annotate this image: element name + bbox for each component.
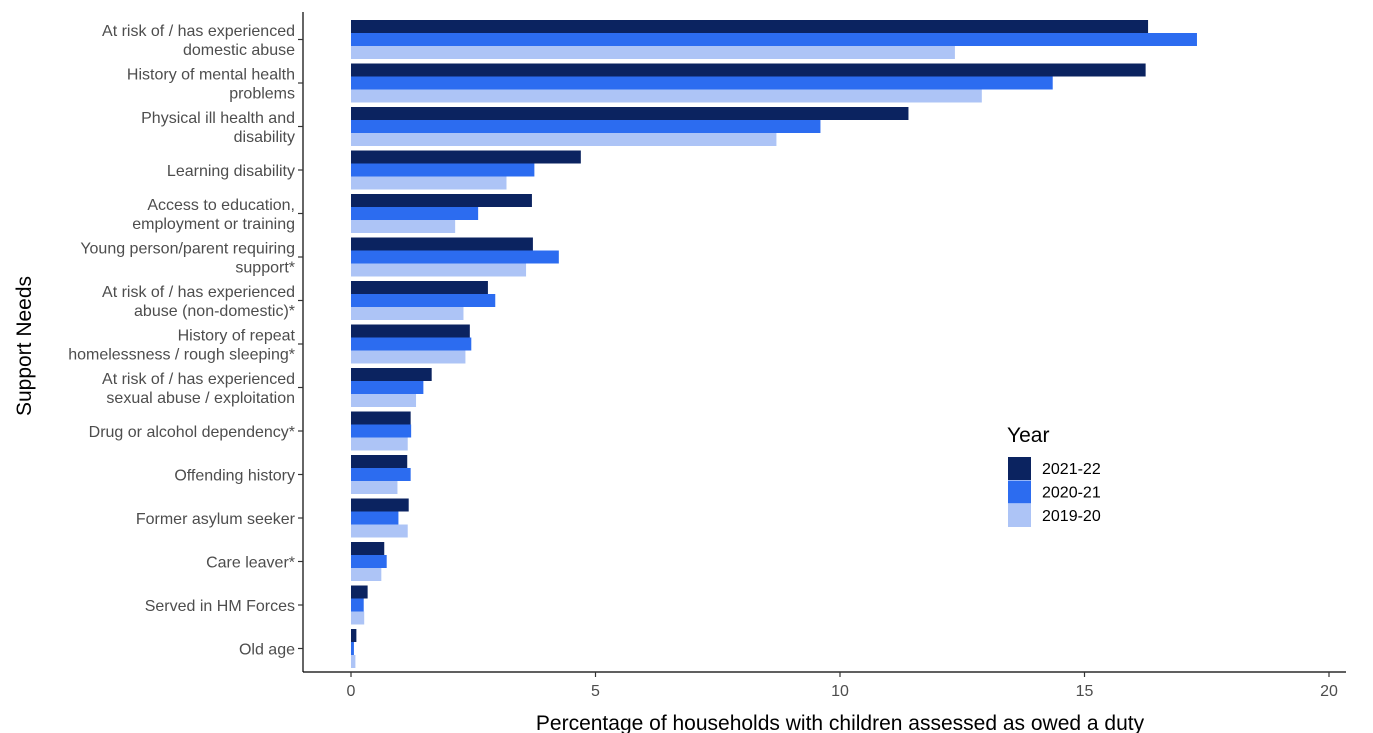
- bar-2020-21-4: [351, 207, 479, 220]
- category-label-12-0: Care leaver*: [206, 555, 295, 572]
- category-label-5-0: Young person/parent requiring: [80, 241, 295, 258]
- bar-2019-20-14: [351, 655, 356, 668]
- category-label-8-0: At risk of / has experienced: [102, 371, 295, 388]
- category-label-7-1: homelessness / rough sleeping*: [68, 347, 295, 364]
- x-tick-labels: 0 5 10 15 20: [347, 683, 1338, 700]
- bar-2021-22-8: [351, 368, 432, 381]
- bar-2019-20-2: [351, 133, 777, 146]
- bar-2020-21-13: [351, 598, 364, 612]
- bar-2019-20-9: [351, 437, 408, 451]
- bar-2019-20-6: [351, 307, 464, 320]
- bar-2021-22-10: [351, 455, 408, 468]
- category-label-2-1: disability: [234, 129, 295, 146]
- x-axis-title: Percentage of households with children a…: [536, 712, 1145, 733]
- category-labels: At risk of / has experienced domestic abu…: [68, 23, 295, 659]
- category-label-13-0: Served in HM Forces: [145, 598, 295, 615]
- bar-2019-20-3: [351, 176, 507, 190]
- category-label-4-1: employment or training: [132, 216, 295, 233]
- bar-2020-21-7: [351, 337, 472, 351]
- category-label-1-1: problems: [229, 86, 295, 103]
- bar-2020-21-14: [351, 642, 354, 655]
- category-label-6-0: At risk of / has experienced: [102, 284, 295, 301]
- bar-2019-20-11: [351, 524, 408, 538]
- category-label-8-1: sexual abuse / exploitation: [106, 390, 295, 407]
- legend-label-2021-22: 2021-22: [1042, 461, 1101, 478]
- bar-2019-20-5: [351, 263, 527, 277]
- bar-2019-20-4: [351, 220, 456, 233]
- category-label-11-0: Former asylum seeker: [136, 511, 296, 528]
- bar-2019-20-0: [351, 46, 955, 59]
- x-tick-label-0: 0: [347, 683, 356, 700]
- x-tick-label-10: 10: [831, 683, 849, 700]
- x-tick-label-20: 20: [1320, 683, 1338, 700]
- legend-swatch-2020-21: [1008, 480, 1031, 504]
- category-label-7-0: History of repeat: [178, 328, 296, 345]
- legend-label-2020-21: 2020-21: [1042, 485, 1101, 502]
- bar-2021-22-6: [351, 281, 488, 294]
- category-label-5-1: support*: [235, 260, 295, 277]
- category-label-2-0: Physical ill health and: [141, 110, 295, 127]
- x-tick-label-15: 15: [1076, 683, 1094, 700]
- bar-2021-22-4: [351, 194, 532, 207]
- category-label-0-1: domestic abuse: [183, 42, 295, 59]
- bar-2021-22-11: [351, 498, 409, 512]
- category-label-10-0: Offending history: [174, 468, 295, 485]
- bar-2021-22-3: [351, 150, 581, 164]
- bar-2020-21-8: [351, 381, 424, 394]
- legend-label-2019-20: 2019-20: [1042, 508, 1101, 525]
- bar-2020-21-3: [351, 163, 535, 177]
- y-axis-title: Support Needs: [13, 276, 36, 416]
- bar-2020-21-2: [351, 120, 821, 133]
- category-label-6-1: abuse (non-domestic)*: [134, 303, 295, 320]
- bar-2021-22-2: [351, 107, 909, 120]
- bar-2020-21-10: [351, 468, 411, 481]
- bar-2021-22-7: [351, 324, 470, 338]
- bar-2019-20-12: [351, 568, 382, 581]
- bars-group: [351, 20, 1197, 668]
- bar-2021-22-5: [351, 237, 533, 251]
- bar-2020-21-0: [351, 33, 1197, 46]
- bar-2021-22-9: [351, 411, 411, 425]
- bar-2020-21-1: [351, 76, 1053, 90]
- bar-2019-20-13: [351, 611, 365, 625]
- bar-2019-20-1: [351, 89, 982, 103]
- legend-title: Year: [1007, 424, 1049, 447]
- category-label-4-0: Access to education,: [147, 197, 295, 214]
- category-label-0-0: At risk of / has experienced: [102, 23, 295, 40]
- legend: Year 2021-22 2020-21 2019-20: [1007, 424, 1101, 527]
- legend-swatch-2021-22: [1008, 457, 1031, 480]
- bar-2021-22-12: [351, 542, 385, 555]
- bar-2019-20-8: [351, 394, 417, 407]
- category-label-1-0: History of mental health: [127, 67, 295, 84]
- bar-2019-20-10: [351, 481, 398, 494]
- bar-2021-22-1: [351, 63, 1146, 77]
- category-label-9-0: Drug or alcohol dependency*: [89, 424, 295, 441]
- bar-2021-22-14: [351, 629, 357, 642]
- bar-2021-22-0: [351, 20, 1149, 33]
- bar-2021-22-13: [351, 585, 368, 599]
- category-label-14-0: Old age: [239, 642, 295, 659]
- bar-2020-21-6: [351, 294, 496, 307]
- bar-2020-21-5: [351, 250, 559, 264]
- axes-group: [298, 12, 1346, 677]
- bar-2020-21-11: [351, 511, 399, 525]
- bar-2020-21-9: [351, 424, 412, 438]
- bar-2020-21-12: [351, 555, 387, 568]
- category-label-3-0: Learning disability: [167, 163, 295, 180]
- x-tick-label-5: 5: [591, 683, 600, 700]
- legend-swatch-2019-20: [1008, 504, 1031, 527]
- bar-2019-20-7: [351, 350, 466, 364]
